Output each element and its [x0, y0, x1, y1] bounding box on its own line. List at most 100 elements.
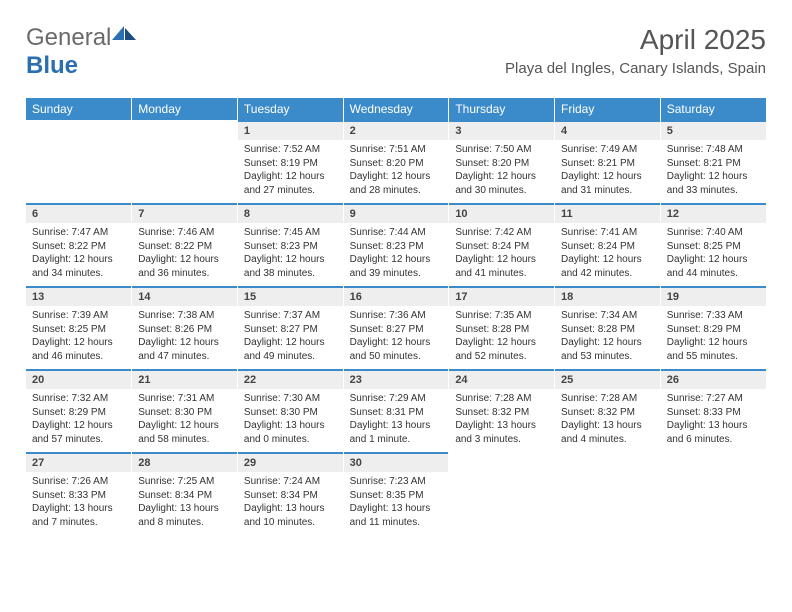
brand-part2: Blue: [26, 52, 78, 79]
day-details: Sunrise: 7:49 AMSunset: 8:21 PMDaylight:…: [555, 140, 660, 203]
calendar-cell: 3Sunrise: 7:50 AMSunset: 8:20 PMDaylight…: [449, 120, 555, 203]
sunset-text: Sunset: 8:28 PM: [455, 323, 548, 337]
calendar-cell: 30Sunrise: 7:23 AMSunset: 8:35 PMDayligh…: [343, 452, 449, 535]
daylight-line1: Daylight: 12 hours: [138, 419, 231, 433]
day-details: Sunrise: 7:29 AMSunset: 8:31 PMDaylight:…: [344, 389, 449, 452]
day-details: Sunrise: 7:48 AMSunset: 8:21 PMDaylight:…: [661, 140, 766, 203]
day-number: 11: [555, 203, 660, 223]
daylight-line2: and 27 minutes.: [244, 184, 337, 198]
calendar-cell: 19Sunrise: 7:33 AMSunset: 8:29 PMDayligh…: [660, 286, 766, 369]
calendar-cell: 8Sunrise: 7:45 AMSunset: 8:23 PMDaylight…: [237, 203, 343, 286]
calendar-cell: 13Sunrise: 7:39 AMSunset: 8:25 PMDayligh…: [26, 286, 132, 369]
calendar-cell: 24Sunrise: 7:28 AMSunset: 8:32 PMDayligh…: [449, 369, 555, 452]
day-details: Sunrise: 7:32 AMSunset: 8:29 PMDaylight:…: [26, 389, 131, 452]
day-details: Sunrise: 7:37 AMSunset: 8:27 PMDaylight:…: [238, 306, 343, 369]
daylight-line1: Daylight: 12 hours: [244, 253, 337, 267]
calendar-cell: 7Sunrise: 7:46 AMSunset: 8:22 PMDaylight…: [132, 203, 238, 286]
calendar-cell: 26Sunrise: 7:27 AMSunset: 8:33 PMDayligh…: [660, 369, 766, 452]
sunset-text: Sunset: 8:24 PM: [561, 240, 654, 254]
daylight-line2: and 7 minutes.: [32, 516, 125, 530]
day-number: 28: [132, 452, 237, 472]
day-details: Sunrise: 7:46 AMSunset: 8:22 PMDaylight:…: [132, 223, 237, 286]
daylight-line1: Daylight: 12 hours: [455, 170, 548, 184]
sunrise-text: Sunrise: 7:29 AM: [350, 392, 443, 406]
day-number: 4: [555, 120, 660, 140]
daylight-line2: and 46 minutes.: [32, 350, 125, 364]
day-details: Sunrise: 7:40 AMSunset: 8:25 PMDaylight:…: [661, 223, 766, 286]
calendar-cell: [555, 452, 661, 535]
day-details: Sunrise: 7:44 AMSunset: 8:23 PMDaylight:…: [344, 223, 449, 286]
day-number: 6: [26, 203, 131, 223]
sunrise-text: Sunrise: 7:31 AM: [138, 392, 231, 406]
sunset-text: Sunset: 8:30 PM: [138, 406, 231, 420]
sunset-text: Sunset: 8:32 PM: [561, 406, 654, 420]
day-details: Sunrise: 7:25 AMSunset: 8:34 PMDaylight:…: [132, 472, 237, 535]
day-number: 5: [661, 120, 766, 140]
calendar-cell: 28Sunrise: 7:25 AMSunset: 8:34 PMDayligh…: [132, 452, 238, 535]
calendar-cell: 2Sunrise: 7:51 AMSunset: 8:20 PMDaylight…: [343, 120, 449, 203]
daylight-line1: Daylight: 12 hours: [455, 253, 548, 267]
sunrise-text: Sunrise: 7:33 AM: [667, 309, 760, 323]
daylight-line1: Daylight: 13 hours: [455, 419, 548, 433]
day-number: 1: [238, 120, 343, 140]
calendar-cell: 18Sunrise: 7:34 AMSunset: 8:28 PMDayligh…: [555, 286, 661, 369]
day-details: Sunrise: 7:27 AMSunset: 8:33 PMDaylight:…: [661, 389, 766, 452]
day-details: Sunrise: 7:39 AMSunset: 8:25 PMDaylight:…: [26, 306, 131, 369]
daylight-line2: and 1 minute.: [350, 433, 443, 447]
day-number: 25: [555, 369, 660, 389]
day-details: Sunrise: 7:28 AMSunset: 8:32 PMDaylight:…: [449, 389, 554, 452]
calendar-cell: [449, 452, 555, 535]
daylight-line1: Daylight: 13 hours: [350, 419, 443, 433]
daylight-line1: Daylight: 12 hours: [32, 419, 125, 433]
sunrise-text: Sunrise: 7:38 AM: [138, 309, 231, 323]
daylight-line1: Daylight: 13 hours: [244, 502, 337, 516]
daylight-line1: Daylight: 12 hours: [667, 253, 760, 267]
brand-part1: General: [26, 24, 111, 51]
day-details: Sunrise: 7:45 AMSunset: 8:23 PMDaylight:…: [238, 223, 343, 286]
daylight-line2: and 31 minutes.: [561, 184, 654, 198]
day-details: Sunrise: 7:36 AMSunset: 8:27 PMDaylight:…: [344, 306, 449, 369]
sunrise-text: Sunrise: 7:28 AM: [455, 392, 548, 406]
daylight-line2: and 52 minutes.: [455, 350, 548, 364]
daylight-line1: Daylight: 12 hours: [350, 253, 443, 267]
calendar-cell: 11Sunrise: 7:41 AMSunset: 8:24 PMDayligh…: [555, 203, 661, 286]
sunset-text: Sunset: 8:22 PM: [32, 240, 125, 254]
day-number: 24: [449, 369, 554, 389]
brand-text: General Blue: [26, 24, 137, 80]
day-number: 14: [132, 286, 237, 306]
day-details: Sunrise: 7:30 AMSunset: 8:30 PMDaylight:…: [238, 389, 343, 452]
day-details: Sunrise: 7:24 AMSunset: 8:34 PMDaylight:…: [238, 472, 343, 535]
calendar-week-row: 13Sunrise: 7:39 AMSunset: 8:25 PMDayligh…: [26, 286, 766, 369]
weekday-row: Sunday Monday Tuesday Wednesday Thursday…: [26, 98, 766, 120]
sunrise-text: Sunrise: 7:48 AM: [667, 143, 760, 157]
daylight-line1: Daylight: 12 hours: [138, 336, 231, 350]
day-details: Sunrise: 7:38 AMSunset: 8:26 PMDaylight:…: [132, 306, 237, 369]
daylight-line1: Daylight: 12 hours: [667, 170, 760, 184]
sunrise-text: Sunrise: 7:34 AM: [561, 309, 654, 323]
weekday-header: Thursday: [449, 98, 555, 120]
calendar-week-row: 1Sunrise: 7:52 AMSunset: 8:19 PMDaylight…: [26, 120, 766, 203]
weekday-header: Sunday: [26, 98, 132, 120]
calendar-cell: 21Sunrise: 7:31 AMSunset: 8:30 PMDayligh…: [132, 369, 238, 452]
calendar-cell: 5Sunrise: 7:48 AMSunset: 8:21 PMDaylight…: [660, 120, 766, 203]
sunset-text: Sunset: 8:28 PM: [561, 323, 654, 337]
day-number: 8: [238, 203, 343, 223]
sunset-text: Sunset: 8:26 PM: [138, 323, 231, 337]
daylight-line2: and 33 minutes.: [667, 184, 760, 198]
day-number: 15: [238, 286, 343, 306]
sunset-text: Sunset: 8:34 PM: [138, 489, 231, 503]
sunset-text: Sunset: 8:30 PM: [244, 406, 337, 420]
sunset-text: Sunset: 8:19 PM: [244, 157, 337, 171]
day-details: Sunrise: 7:42 AMSunset: 8:24 PMDaylight:…: [449, 223, 554, 286]
day-number: 9: [344, 203, 449, 223]
day-details: Sunrise: 7:51 AMSunset: 8:20 PMDaylight:…: [344, 140, 449, 203]
sunset-text: Sunset: 8:21 PM: [667, 157, 760, 171]
sunset-text: Sunset: 8:20 PM: [455, 157, 548, 171]
day-number: 3: [449, 120, 554, 140]
sunset-text: Sunset: 8:35 PM: [350, 489, 443, 503]
sunrise-text: Sunrise: 7:36 AM: [350, 309, 443, 323]
daylight-line1: Daylight: 12 hours: [350, 170, 443, 184]
sunset-text: Sunset: 8:25 PM: [667, 240, 760, 254]
sunrise-text: Sunrise: 7:24 AM: [244, 475, 337, 489]
day-number: 18: [555, 286, 660, 306]
